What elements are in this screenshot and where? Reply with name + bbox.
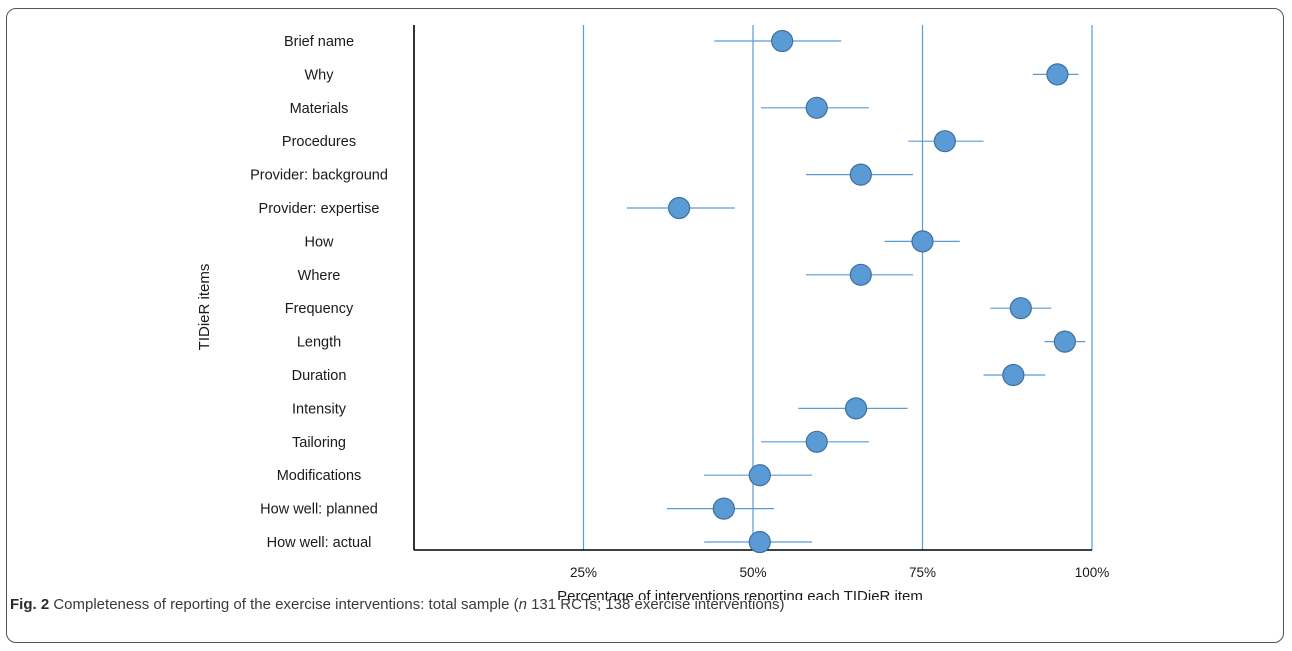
data-point: [1002, 363, 1025, 387]
category-label: Brief name: [284, 34, 354, 50]
data-point: [849, 163, 872, 186]
category-label: Tailoring: [292, 435, 346, 451]
category-label: Length: [297, 335, 341, 351]
tick-labels: 25% 50% 75% 100%: [570, 565, 1109, 580]
x-tick-label: 50%: [739, 565, 766, 580]
forest-plot: Brief name Why Materials Procedures Provider…: [196, 25, 1109, 600]
data-point: [771, 29, 794, 53]
data-point: [849, 263, 872, 286]
category-label: Why: [305, 67, 335, 83]
category-label: Materials: [290, 101, 349, 117]
data-point: [748, 464, 771, 487]
data-point: [933, 130, 956, 153]
category-label: Provider: expertise: [259, 201, 380, 217]
category-label: Modifications: [277, 468, 362, 484]
x-tick-label: 25%: [570, 565, 597, 580]
data-point: [844, 397, 868, 420]
error-bars: [626, 40, 1086, 543]
x-tick-label: 75%: [909, 565, 936, 580]
category-label: Frequency: [285, 301, 354, 317]
figure-caption: Fig. 2 Completeness of reporting of the …: [10, 596, 1280, 613]
category-label: Procedures: [282, 134, 356, 150]
category-label: Intensity: [292, 401, 347, 417]
x-tick-label: 100%: [1075, 565, 1110, 580]
figure-frame: [6, 8, 1284, 643]
data-point: [805, 96, 828, 119]
x-axis-title: Percentage of interventions reporting ea…: [557, 588, 923, 600]
figure-label: Fig. 2: [10, 596, 50, 613]
data-point: [1009, 297, 1032, 320]
data-point: [748, 530, 771, 554]
data-point: [667, 196, 691, 220]
data-point: [712, 497, 735, 520]
caption-text-start: Completeness of reporting of the exercis…: [49, 596, 519, 613]
markers: [667, 29, 1076, 554]
category-label: How: [304, 234, 334, 250]
category-label: Where: [298, 268, 341, 284]
data-point: [1053, 330, 1076, 353]
gridlines: [582, 25, 1093, 550]
category-labels: Brief name Why Materials Procedures Provider…: [250, 34, 388, 551]
data-point: [805, 430, 828, 453]
caption-text-end: 131 RCTs; 138 exercise interventions): [526, 596, 785, 613]
category-label: Duration: [292, 368, 347, 384]
category-label: How well: planned: [260, 502, 378, 518]
category-label: Provider: background: [250, 168, 388, 184]
category-label: How well: actual: [267, 535, 372, 551]
data-point: [1046, 63, 1069, 86]
y-axis-title: TIDieR items: [196, 264, 213, 351]
caption-n-symbol: n: [518, 596, 527, 613]
data-point: [911, 230, 934, 253]
